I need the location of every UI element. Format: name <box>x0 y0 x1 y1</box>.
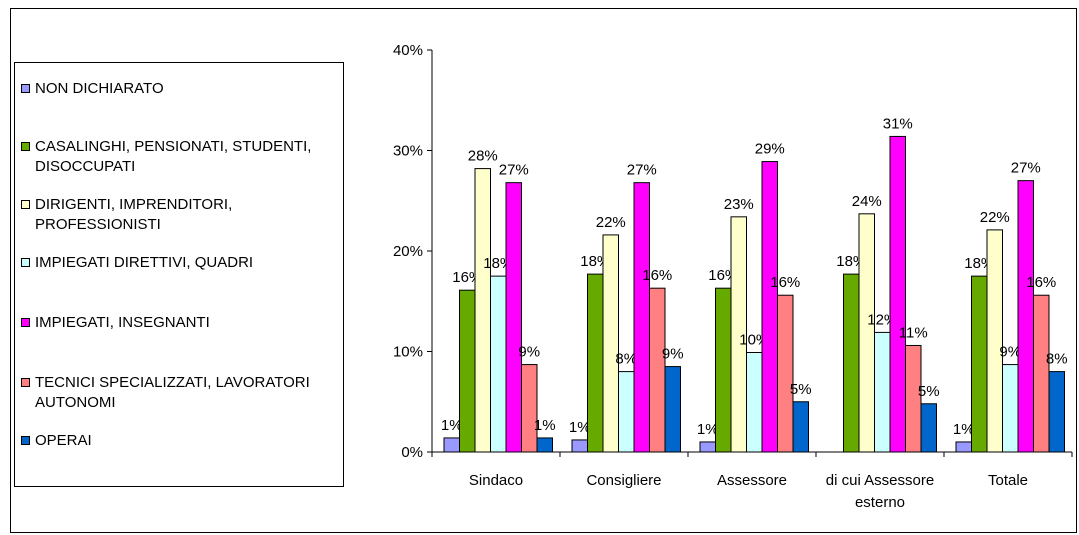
bar <box>920 403 937 453</box>
legend-swatch <box>21 436 30 445</box>
legend-swatch <box>21 200 30 209</box>
data-label: 1% <box>569 419 591 436</box>
data-label: 1% <box>534 417 556 434</box>
bar <box>874 331 891 453</box>
legend-swatch <box>21 258 30 267</box>
bar <box>986 229 1003 453</box>
legend-label: IMPIEGATI DIRETTIVI, QUADRI <box>35 254 254 271</box>
y-tick-label: 0% <box>401 444 423 461</box>
bar <box>443 437 460 453</box>
data-label: 8% <box>1046 351 1068 368</box>
data-label: 1% <box>441 417 463 434</box>
bar <box>602 234 619 453</box>
y-tick-label: 10% <box>393 344 423 361</box>
legend-swatch <box>21 142 30 151</box>
bar <box>505 182 522 453</box>
bar <box>971 275 988 453</box>
data-label: 9% <box>999 344 1021 361</box>
data-label: 22% <box>980 209 1010 226</box>
data-label: 31% <box>883 115 913 132</box>
data-label: 23% <box>724 196 754 213</box>
bar <box>633 182 650 453</box>
bar <box>587 273 604 453</box>
legend-swatch <box>21 378 30 387</box>
bar <box>858 213 875 453</box>
x-tick-label: Consigliere <box>586 472 661 489</box>
bar <box>889 135 906 453</box>
bar <box>730 216 747 453</box>
data-label: 28% <box>468 148 498 165</box>
data-label: 5% <box>918 383 940 400</box>
bar <box>1002 364 1019 453</box>
data-label: 5% <box>790 381 812 398</box>
y-tick-label: 40% <box>393 42 423 59</box>
legend-label: OPERAI <box>35 432 92 449</box>
bar <box>474 168 491 453</box>
data-label: 29% <box>755 141 785 158</box>
bar <box>955 441 972 453</box>
y-tick-label: 20% <box>393 243 423 260</box>
bar <box>1033 294 1050 453</box>
legend-label: IMPIEGATI, INSEGNANTI <box>35 314 210 331</box>
x-tick-label: di cui Assessore esterno <box>826 472 934 511</box>
legend-swatch <box>21 84 30 93</box>
bar <box>777 294 794 453</box>
legend-label: DIRIGENTI, IMPRENDITORI, PROFESSIONISTI <box>35 196 233 233</box>
bar <box>490 275 507 453</box>
bar <box>792 401 809 453</box>
data-label: 27% <box>627 162 657 179</box>
data-label: 8% <box>615 351 637 368</box>
legend-label: CASALINGHI, PENSIONATI, STUDENTI, DISOCC… <box>35 138 312 175</box>
bar <box>1048 371 1065 453</box>
data-label: 1% <box>697 421 719 438</box>
bar <box>521 364 538 453</box>
bar <box>649 287 666 453</box>
data-label: 9% <box>662 346 684 363</box>
data-label: 1% <box>953 421 975 438</box>
bar <box>843 273 860 453</box>
bar <box>664 366 681 453</box>
x-tick-label: Assessore <box>717 472 787 489</box>
x-tick-label: Totale <box>988 472 1028 489</box>
bar <box>459 289 476 453</box>
data-label: 27% <box>1011 160 1041 177</box>
chart-legend: NON DICHIARATO CASALINGHI, PENSIONATI, ST… <box>14 62 344 487</box>
data-label: 16% <box>642 267 672 284</box>
bar <box>1017 180 1034 453</box>
data-label: 16% <box>1026 274 1056 291</box>
legend-swatch <box>21 318 30 327</box>
data-label: 24% <box>852 193 882 210</box>
data-label: 11% <box>899 324 928 341</box>
bar <box>715 287 732 453</box>
data-label: 27% <box>499 162 529 179</box>
bar <box>905 344 922 453</box>
bar <box>571 439 588 453</box>
bar <box>746 352 763 453</box>
legend-label: NON DICHIARATO <box>35 80 164 97</box>
bar <box>699 441 716 453</box>
legend-label: TECNICI SPECIALIZZATI, LAVORATORI AUTONO… <box>35 374 310 411</box>
bar <box>761 161 778 453</box>
x-tick-label: Sindaco <box>469 472 523 489</box>
bar <box>536 437 553 453</box>
bar <box>618 371 635 453</box>
data-label: 16% <box>770 274 800 291</box>
data-label: 22% <box>596 214 626 231</box>
data-label: 9% <box>518 344 540 361</box>
y-tick-label: 30% <box>393 143 423 160</box>
